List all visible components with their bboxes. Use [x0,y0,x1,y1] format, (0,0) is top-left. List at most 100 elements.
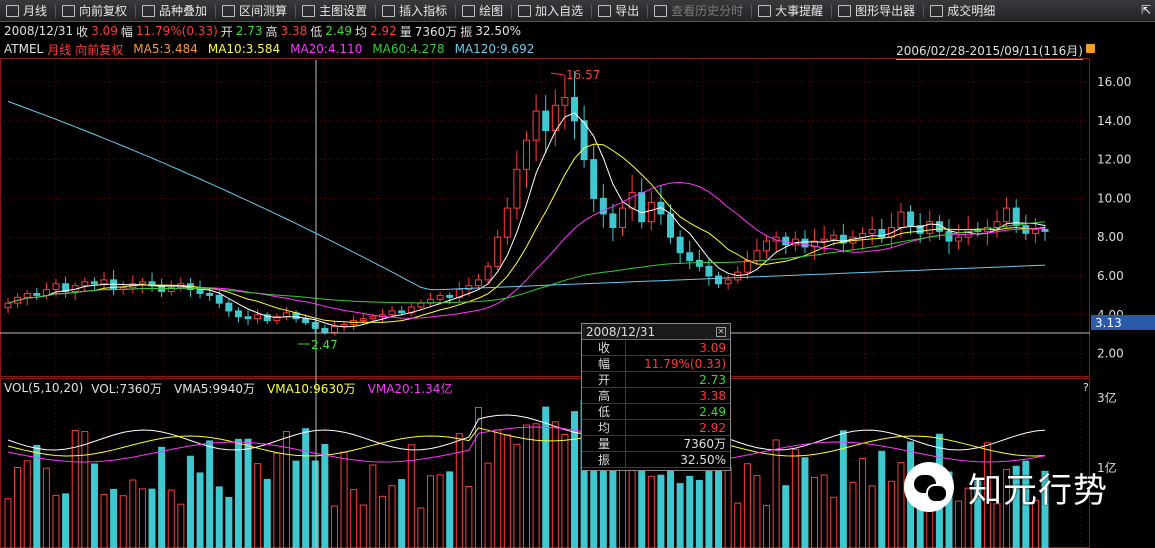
toolbar-item-10[interactable]: 大事提醒 [752,0,831,22]
volume-bar [52,494,60,548]
symbol: ATMEL [4,42,44,56]
toolbar-item-label: 大事提醒 [775,4,824,18]
data-window-title[interactable]: 2008/12/31 ✕ [582,324,730,340]
candle-body [311,322,319,329]
candle-body [302,318,310,324]
toolbar-separator [55,3,57,18]
toolbar-separator [215,3,217,18]
info-amp-label: 振 [460,24,473,39]
toolbar-item-label: 加入自选 [535,4,584,18]
volume-bar [167,489,175,548]
price-tick-label: 10.00 [1097,191,1131,205]
volume-bar [1012,465,1020,548]
volume-bar [369,464,377,548]
volume-bar [474,407,482,548]
volume-bar [868,485,876,548]
info-avg-label: 均 [354,24,367,39]
wechat-logo-icon [904,462,954,512]
data-window[interactable]: 2008/12/31 ✕ 收 3.09 幅 11.79%(0.33) 开 2.73 高 3.3… [581,323,731,471]
info-avg: 2.92 [369,24,397,38]
candle-body [359,318,367,322]
data-window-value: 32.50% [680,453,726,467]
candle-body [686,252,694,261]
toolbar-item-12[interactable]: 成交明细 [924,0,1003,22]
ma-lines [7,100,1046,463]
candle-body [398,310,406,314]
expand-icon[interactable]: ⇱ [1140,3,1151,17]
high-annotation-arrow [550,72,565,76]
export-icon [598,4,612,17]
candle-body [196,289,204,294]
candle-body [580,120,588,161]
volume-bar [782,485,790,548]
toolbar-item-1[interactable]: 向前复权 [56,0,135,22]
candle-body [811,240,819,248]
toolbar-item-8[interactable]: 导出 [592,0,647,22]
data-window-key: 开 [582,372,626,387]
volume-bar [215,486,223,548]
candle-body [859,232,867,238]
volume-bar [23,460,31,548]
lock-icon[interactable] [1086,44,1095,53]
volume-bar [628,465,636,548]
period-label[interactable]: 月线 [47,42,72,57]
adjust-label[interactable]: 向前复权 [75,42,124,57]
volume-bar [513,443,521,548]
volume-bar [743,463,751,548]
volume-bar [446,471,454,548]
volume-bar [388,485,396,548]
toolbar-item-9[interactable]: 查看历史分时 [648,0,751,22]
toolbar-item-2[interactable]: 品种叠加 [136,0,215,22]
volume-bar [119,495,127,548]
info-high-label: 高 [265,24,278,39]
volume-bar [859,457,867,548]
candle-body [388,310,396,316]
data-window-key: 收 [582,340,626,355]
candle-body [916,225,924,234]
data-window-key: 高 [582,388,626,403]
close-icon[interactable]: ✕ [716,327,726,337]
volume-bar [455,433,463,548]
vma20-line [7,426,1046,463]
vma5-line [7,414,1046,451]
volume-bar [878,450,886,548]
price-tick-label: 2.00 [1097,347,1124,361]
toolbar-item-7[interactable]: 加入自选 [512,0,591,22]
volume-bar [158,446,166,548]
candle-body [513,168,521,209]
volume-bar [734,502,742,548]
vol-help-icon[interactable]: ? [1083,381,1089,394]
volume-bar [81,431,89,548]
data-window-row: 幅 11.79%(0.33) [582,356,730,372]
candle-body [820,238,828,242]
candle-body [254,314,262,320]
toolbar-item-3[interactable]: 区间测算 [216,0,295,22]
volume-bar [465,486,473,548]
volume-bar [791,448,799,548]
volume-bar [763,504,771,548]
candle-body [878,228,886,238]
current-price-box [1091,315,1155,330]
info-bar: 2008/12/31 收 3.09 幅 11.79%(0.33) 开 2.73 … [0,22,1155,40]
toolbar-item-4[interactable]: 主图设置 [296,0,375,22]
toolbar-item-6[interactable]: 绘图 [456,0,511,22]
info-close: 3.09 [91,24,118,38]
volume-bar [292,460,300,548]
toolbar-item-5[interactable]: 插入指标 [376,0,455,22]
candle-body [628,192,636,209]
volume-bar [206,440,214,548]
toolbar-item-label: 导出 [615,4,640,18]
vol-title: VOL(5,10,20) [4,381,84,395]
info-low: 2.49 [325,24,352,38]
toolbar-separator [511,3,513,18]
volume-bar [321,444,329,548]
toolbar-separator [923,3,925,18]
volume-bar [657,474,665,548]
candle-body [868,228,876,234]
volume-bar [350,489,358,548]
volume-bar [14,466,22,548]
toolbar-item-11[interactable]: 图形导出器 [832,0,923,22]
toolbar-separator [375,3,377,18]
toolbar-item-0[interactable]: 月线 [0,0,55,22]
